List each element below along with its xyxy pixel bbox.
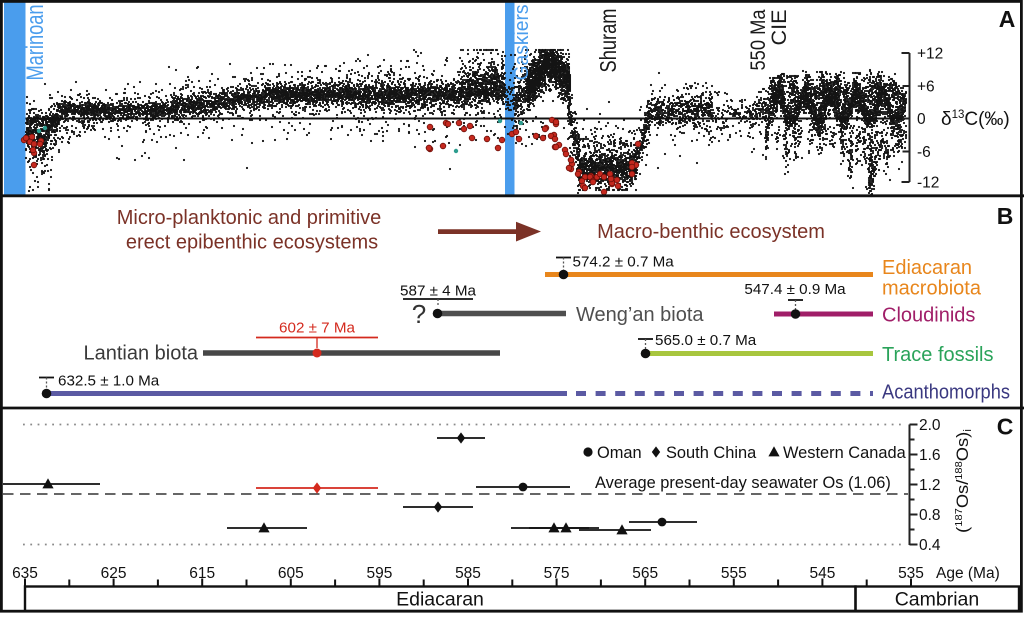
svg-text:587 ± 4 Ma: 587 ± 4 Ma xyxy=(400,283,476,300)
svg-text:+6: +6 xyxy=(917,79,935,96)
svg-text:South China: South China xyxy=(666,444,757,462)
svg-text:-6: -6 xyxy=(917,144,931,161)
svg-text:Micro-planktonic and primitive: Micro-planktonic and primitive xyxy=(117,207,382,229)
svg-text:550 Ma: 550 Ma xyxy=(746,9,770,70)
svg-text:625: 625 xyxy=(101,565,127,582)
svg-text:Ediacaran: Ediacaran xyxy=(882,257,972,279)
svg-text:632.5 ± 1.0 Ma: 632.5 ± 1.0 Ma xyxy=(58,373,160,390)
svg-text:Acanthomorphs: Acanthomorphs xyxy=(882,382,1010,404)
svg-text:0.8: 0.8 xyxy=(919,507,941,524)
svg-text:595: 595 xyxy=(366,565,392,582)
svg-text:Shuram: Shuram xyxy=(595,9,621,73)
svg-text:0.4: 0.4 xyxy=(919,537,941,554)
svg-text:565: 565 xyxy=(632,565,658,582)
svg-text:565.0 ± 0.7 Ma: 565.0 ± 0.7 Ma xyxy=(655,332,757,349)
svg-text:erect epibenthic ecosystems: erect epibenthic ecosystems xyxy=(126,232,378,254)
svg-text:585: 585 xyxy=(455,565,481,582)
svg-text:?: ? xyxy=(412,299,426,329)
svg-text:Cloudinids: Cloudinids xyxy=(882,305,975,327)
svg-text:0: 0 xyxy=(917,111,926,128)
svg-text:635: 635 xyxy=(12,565,38,582)
svg-text:(187Os/188Os)i: (187Os/188Os)i xyxy=(953,429,974,533)
svg-text:1.2: 1.2 xyxy=(919,477,941,494)
svg-text:2.0: 2.0 xyxy=(919,417,941,434)
svg-text:602 ± 7 Ma: 602 ± 7 Ma xyxy=(279,320,355,337)
svg-text:Lantian biota: Lantian biota xyxy=(83,343,198,365)
svg-text:macrobiota: macrobiota xyxy=(882,278,982,300)
svg-text:B: B xyxy=(997,203,1014,229)
svg-text:615: 615 xyxy=(189,565,215,582)
svg-text:δ13C(‰): δ13C(‰) xyxy=(941,109,1010,130)
svg-text:575: 575 xyxy=(544,565,570,582)
svg-text:+12: +12 xyxy=(917,46,943,63)
svg-text:Weng’an biota: Weng’an biota xyxy=(576,304,704,326)
svg-text:545: 545 xyxy=(809,565,835,582)
svg-text:Age (Ma): Age (Ma) xyxy=(936,565,1000,582)
svg-text:Oman: Oman xyxy=(597,444,642,462)
svg-text:Trace fossils: Trace fossils xyxy=(882,344,994,366)
svg-text:Marinoan: Marinoan xyxy=(22,5,49,81)
svg-text:Macro-benthic ecosystem: Macro-benthic ecosystem xyxy=(597,221,825,243)
svg-text:547.4 ± 0.9 Ma: 547.4 ± 0.9 Ma xyxy=(744,281,846,298)
svg-text:Ediacaran: Ediacaran xyxy=(396,589,484,611)
svg-text:535: 535 xyxy=(898,565,924,582)
svg-text:574.2 ± 0.7 Ma: 574.2 ± 0.7 Ma xyxy=(573,254,675,271)
svg-text:Western Canada: Western Canada xyxy=(783,444,907,462)
svg-text:1.6: 1.6 xyxy=(919,447,941,464)
svg-text:C: C xyxy=(997,414,1014,440)
svg-text:605: 605 xyxy=(278,565,304,582)
svg-text:Gaskiers: Gaskiers xyxy=(511,4,533,80)
svg-text:Average present-day seawater O: Average present-day seawater Os (1.06) xyxy=(595,474,891,492)
svg-text:CIE: CIE xyxy=(767,10,791,46)
svg-text:555: 555 xyxy=(721,565,747,582)
svg-text:Cambrian: Cambrian xyxy=(895,589,980,611)
svg-text:-12: -12 xyxy=(917,175,939,192)
svg-text:A: A xyxy=(999,6,1016,32)
